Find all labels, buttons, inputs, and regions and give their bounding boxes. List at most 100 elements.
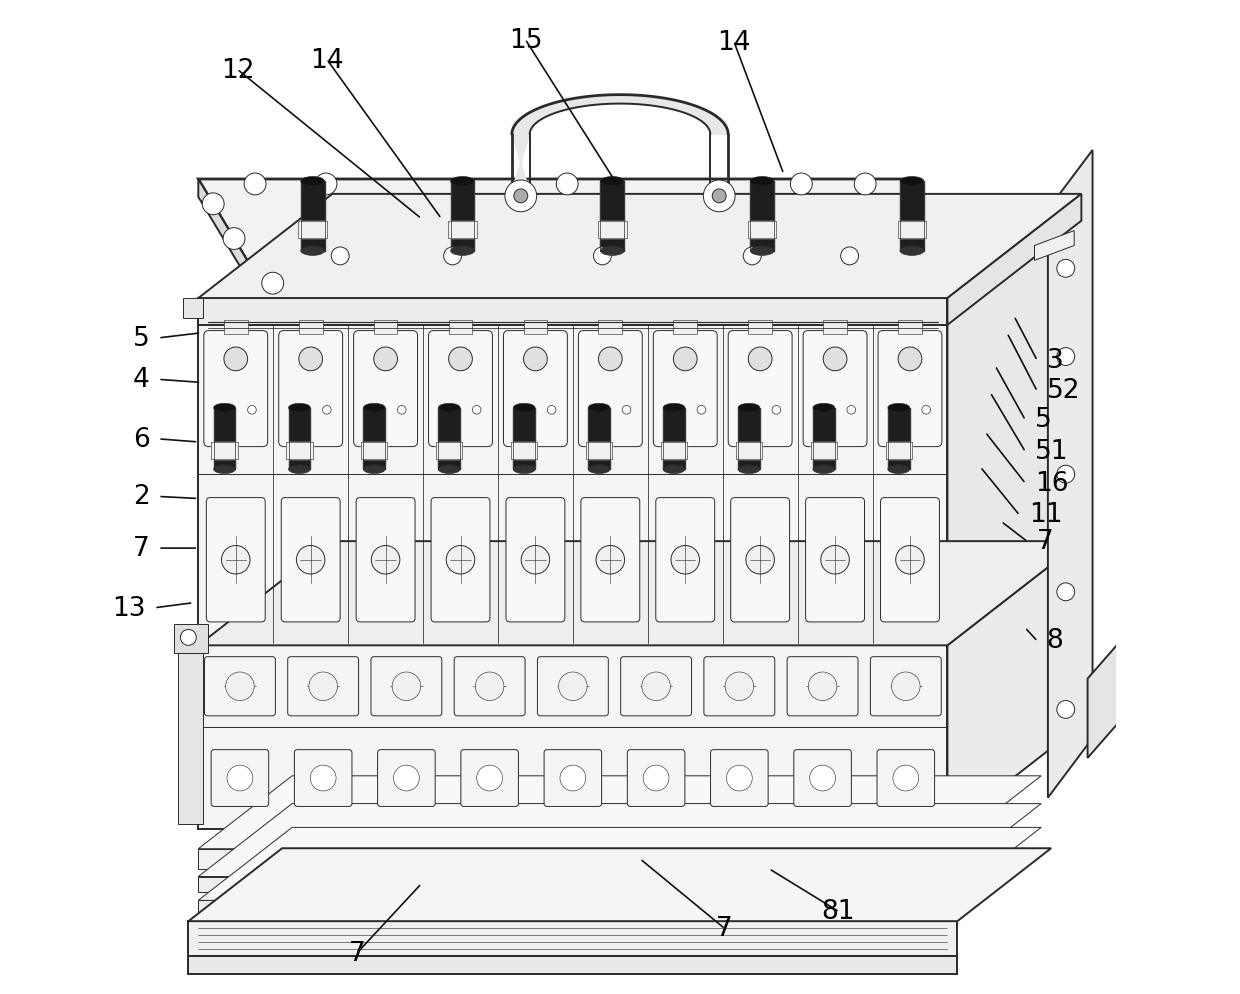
Circle shape — [515, 407, 523, 414]
Ellipse shape — [813, 404, 835, 413]
Text: 3: 3 — [1047, 347, 1064, 373]
Circle shape — [392, 672, 420, 701]
Polygon shape — [599, 320, 622, 334]
Text: 2: 2 — [133, 484, 150, 510]
FancyBboxPatch shape — [281, 498, 340, 622]
Circle shape — [472, 407, 481, 414]
FancyBboxPatch shape — [794, 749, 852, 807]
FancyBboxPatch shape — [371, 657, 441, 716]
Circle shape — [290, 407, 299, 414]
FancyBboxPatch shape — [653, 331, 717, 447]
Circle shape — [596, 546, 625, 575]
Polygon shape — [174, 624, 208, 654]
Circle shape — [475, 672, 503, 701]
Circle shape — [841, 248, 858, 265]
Polygon shape — [587, 442, 613, 459]
Polygon shape — [947, 542, 1081, 829]
Circle shape — [322, 407, 331, 414]
Polygon shape — [213, 409, 236, 470]
Circle shape — [476, 765, 502, 791]
Polygon shape — [198, 877, 947, 893]
Circle shape — [310, 765, 336, 791]
Ellipse shape — [750, 177, 774, 187]
Ellipse shape — [888, 404, 910, 413]
Circle shape — [898, 348, 921, 372]
Circle shape — [947, 240, 961, 253]
Polygon shape — [513, 409, 536, 470]
FancyBboxPatch shape — [503, 331, 568, 447]
Circle shape — [365, 407, 373, 414]
Text: 7: 7 — [133, 536, 150, 562]
Circle shape — [665, 407, 673, 414]
Ellipse shape — [738, 404, 760, 413]
FancyBboxPatch shape — [544, 749, 601, 807]
Polygon shape — [301, 182, 325, 251]
Ellipse shape — [301, 177, 325, 187]
Circle shape — [202, 194, 224, 216]
Polygon shape — [198, 828, 1042, 901]
FancyBboxPatch shape — [537, 657, 609, 716]
Ellipse shape — [289, 404, 310, 413]
FancyBboxPatch shape — [806, 498, 864, 622]
Text: 81: 81 — [822, 899, 856, 924]
Polygon shape — [811, 442, 837, 459]
Polygon shape — [1034, 232, 1074, 261]
Text: 51: 51 — [1034, 438, 1068, 464]
Circle shape — [224, 348, 248, 372]
Polygon shape — [286, 442, 312, 459]
Polygon shape — [198, 180, 967, 279]
Circle shape — [262, 273, 284, 295]
Text: 15: 15 — [508, 28, 542, 54]
Circle shape — [558, 672, 588, 701]
Polygon shape — [224, 320, 248, 334]
Circle shape — [373, 348, 398, 372]
Polygon shape — [900, 182, 924, 251]
FancyBboxPatch shape — [621, 657, 692, 716]
Circle shape — [398, 407, 405, 414]
Ellipse shape — [750, 247, 774, 256]
Polygon shape — [439, 409, 460, 470]
Polygon shape — [436, 442, 463, 459]
FancyBboxPatch shape — [429, 331, 492, 447]
Circle shape — [513, 190, 528, 204]
FancyBboxPatch shape — [454, 657, 525, 716]
Polygon shape — [198, 200, 1081, 304]
Polygon shape — [179, 651, 203, 824]
Ellipse shape — [663, 465, 684, 474]
Circle shape — [393, 765, 419, 791]
Circle shape — [632, 240, 647, 253]
FancyBboxPatch shape — [580, 498, 640, 622]
Circle shape — [671, 546, 699, 575]
Circle shape — [893, 765, 919, 791]
Text: 14: 14 — [310, 48, 343, 74]
Text: 5: 5 — [133, 325, 150, 352]
Ellipse shape — [513, 465, 536, 474]
Circle shape — [449, 348, 472, 372]
Circle shape — [599, 348, 622, 372]
Text: 11: 11 — [1029, 502, 1063, 528]
Circle shape — [319, 240, 332, 253]
Polygon shape — [738, 409, 760, 470]
Text: 7: 7 — [348, 940, 366, 966]
Polygon shape — [198, 304, 947, 646]
Circle shape — [226, 672, 254, 701]
FancyBboxPatch shape — [877, 749, 935, 807]
Polygon shape — [898, 223, 926, 239]
Circle shape — [181, 630, 196, 646]
Polygon shape — [449, 320, 472, 334]
Polygon shape — [823, 320, 847, 334]
Circle shape — [296, 546, 325, 575]
Text: 8: 8 — [1047, 628, 1064, 654]
Ellipse shape — [450, 177, 475, 187]
Circle shape — [703, 181, 735, 213]
Circle shape — [590, 407, 599, 414]
Polygon shape — [198, 776, 1042, 849]
Ellipse shape — [600, 247, 624, 256]
Circle shape — [746, 546, 775, 575]
Ellipse shape — [363, 404, 386, 413]
Text: 7: 7 — [1037, 529, 1054, 555]
Circle shape — [1056, 260, 1075, 278]
FancyBboxPatch shape — [353, 331, 418, 447]
Text: 16: 16 — [1034, 470, 1068, 496]
Text: 52: 52 — [1047, 378, 1080, 404]
